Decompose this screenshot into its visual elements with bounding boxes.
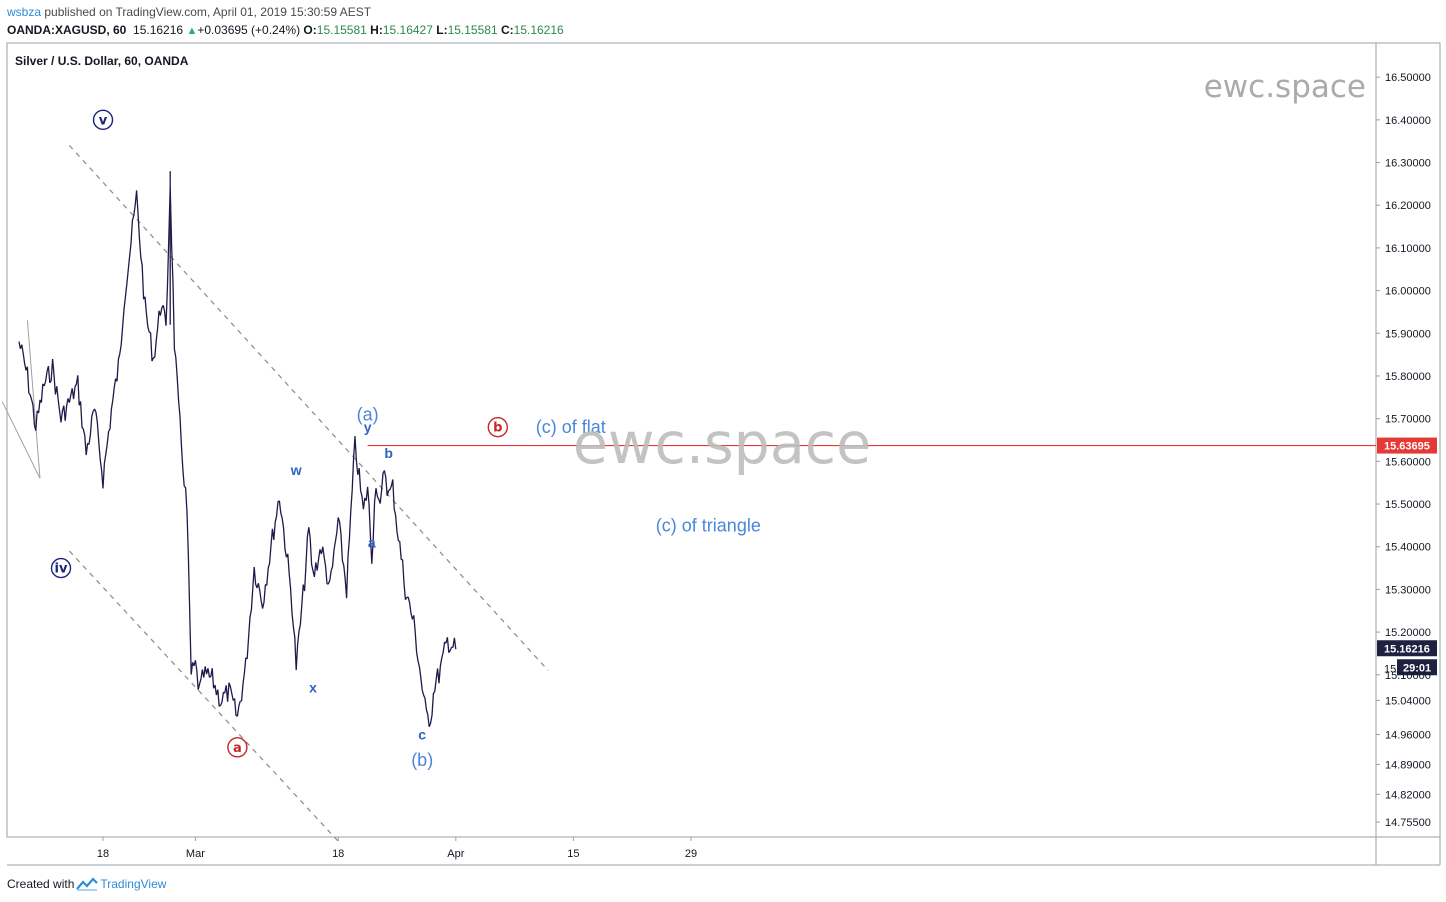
channel-lower-line — [68, 550, 339, 842]
last-price-prefix: 15 — [1384, 663, 1396, 675]
wave-label: b — [384, 445, 393, 461]
wave-label: b — [493, 421, 502, 436]
y-tick-label: 14.82000 — [1385, 789, 1431, 801]
x-tick-label: Apr — [447, 848, 464, 860]
channel-upper-line — [68, 145, 549, 671]
watermark-small: ewc.space — [1204, 69, 1366, 105]
wave-label: w — [290, 462, 302, 478]
wave-label: c — [418, 727, 426, 743]
close-value: 15.16216 — [513, 23, 564, 37]
price-change: +0.03695 (+0.24%) — [197, 23, 301, 37]
open-value: 15.15581 — [316, 23, 367, 37]
symbol-ohlc-bar: OANDA:XAGUSD, 60 15.16216 ▲+0.03695 (+0.… — [7, 23, 564, 37]
y-tick-label: 16.30000 — [1385, 158, 1431, 170]
y-tick-label: 15.90000 — [1385, 328, 1431, 340]
wave-annotation: (b) — [411, 750, 433, 770]
x-tick-label: 18 — [97, 848, 109, 860]
wave-label: a — [233, 741, 242, 756]
chart-title: Silver / U.S. Dollar, 60, OANDA — [15, 54, 189, 68]
up-arrow-icon: ▲ — [186, 25, 198, 37]
y-tick-label: 14.96000 — [1385, 730, 1431, 742]
countdown-label: 29:01 — [1403, 662, 1431, 674]
y-tick-label: 16.40000 — [1385, 115, 1431, 127]
footer: Created with TradingView — [7, 877, 166, 891]
tradingview-link[interactable]: TradingView — [100, 877, 167, 891]
wave-degree-circle — [227, 737, 248, 758]
y-tick-label: 16.20000 — [1385, 200, 1431, 212]
wave-degree-circle — [50, 557, 72, 579]
wave-label: y — [364, 419, 372, 435]
wave-label: iv — [55, 562, 68, 577]
y-tick-label: 16.10000 — [1385, 243, 1431, 255]
x-tick-label: Mar — [186, 848, 205, 860]
wave-label: x — [309, 680, 317, 696]
y-tick-label: 14.89000 — [1385, 759, 1431, 771]
last-price: 15.16216 — [133, 23, 184, 37]
resistance-price-label: 15.63695 — [1384, 441, 1430, 453]
countdown-tag — [1397, 659, 1437, 676]
small-wedge-lines — [1, 320, 41, 479]
publish-info: wsbza published on TradingView.com, Apri… — [7, 5, 371, 19]
high-value: 15.16427 — [382, 23, 433, 37]
x-tick-label: 29 — [685, 848, 697, 860]
y-tick-label: 15.10000 — [1385, 670, 1431, 682]
open-label: O: — [303, 23, 317, 37]
y-tick-label: 15.60000 — [1385, 456, 1431, 468]
publisher-link[interactable]: wsbza — [7, 5, 42, 19]
y-tick-label: 15.30000 — [1385, 584, 1431, 596]
published-text: published on TradingView.com, April 01, … — [44, 5, 372, 19]
y-tick-label: 14.75500 — [1385, 817, 1431, 829]
wave-annotation: (c) of flat — [536, 417, 606, 437]
y-tick-label: 16.50000 — [1385, 72, 1431, 84]
price-line — [18, 187, 457, 728]
last-price-tag — [1377, 640, 1437, 657]
wave-annotation: (c) of triangle — [656, 515, 761, 535]
tradingview-logo-icon — [76, 877, 99, 891]
high-label: H: — [370, 23, 383, 37]
close-label: C: — [500, 23, 514, 37]
last-price-label: 15.16216 — [1384, 643, 1430, 655]
low-label: L: — [436, 23, 448, 37]
y-tick-label: 15.50000 — [1385, 499, 1431, 511]
y-tick-label: 15.40000 — [1385, 542, 1431, 554]
resistance-price-tag — [1377, 437, 1437, 454]
wave-degree-circle — [92, 109, 114, 131]
low-value: 15.15581 — [447, 23, 498, 37]
x-tick-label: 18 — [332, 848, 344, 860]
y-tick-label: 15.70000 — [1385, 414, 1431, 426]
x-tick-label: 15 — [567, 848, 579, 860]
y-tick-label: 16.00000 — [1385, 286, 1431, 298]
wave-label: v — [99, 113, 108, 128]
y-tick-label: 15.20000 — [1385, 627, 1431, 639]
y-tick-label: 15.04000 — [1385, 695, 1431, 707]
wave-label: a — [368, 534, 376, 550]
y-tick-label: 15.80000 — [1385, 371, 1431, 383]
wave-annotation: (a) — [357, 404, 379, 424]
watermark-large: ewc.space — [573, 411, 871, 477]
created-with-text: Created with — [7, 877, 75, 891]
symbol-label: OANDA:XAGUSD, 60 — [7, 23, 127, 37]
wave-degree-circle — [487, 416, 508, 438]
